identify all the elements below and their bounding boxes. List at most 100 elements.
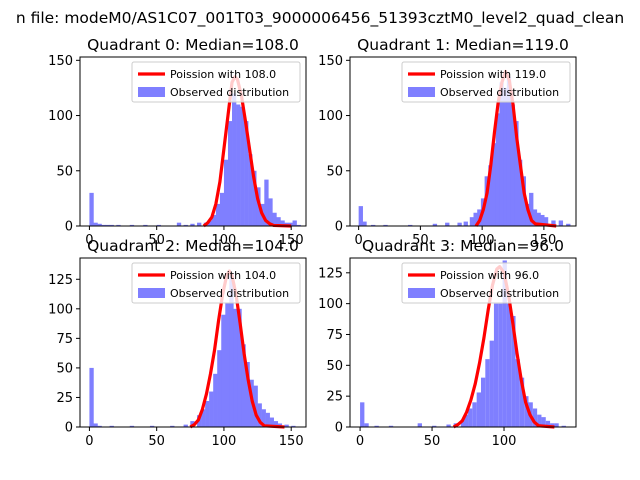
observed-histogram <box>89 93 301 226</box>
histogram-bar <box>89 367 94 427</box>
histogram-bar <box>545 420 551 427</box>
histogram-bar <box>476 392 481 427</box>
histogram-bar <box>358 206 363 226</box>
histogram-bar <box>432 223 438 226</box>
quadrant-3-panel: 0 50 100 0 25 50 75 100 125 Quadrant 3: Median=96… <box>318 237 577 449</box>
legend-observed-swatch <box>408 87 435 97</box>
histogram-bar <box>541 417 546 427</box>
histogram-bar <box>240 106 245 226</box>
legend-observed-swatch <box>138 87 165 97</box>
histogram-bar <box>109 224 114 226</box>
legend-box <box>401 61 571 103</box>
histogram-bar <box>457 222 462 226</box>
legend-observed-swatch <box>408 288 435 298</box>
x-tick-label: 150 <box>531 233 556 248</box>
x-tick-label: 50 <box>412 233 429 248</box>
legend-observed-swatch <box>138 288 165 298</box>
y-tick-label: 0 <box>335 220 343 235</box>
legend-poisson-label: Poission with 104.0 <box>170 269 276 282</box>
legend-box <box>131 262 301 304</box>
histogram-bar <box>213 373 218 427</box>
histogram-bar <box>217 350 222 427</box>
x-tick-label: 100 <box>470 233 495 248</box>
y-tick-label: 50 <box>326 359 343 374</box>
histogram-bar <box>543 217 549 226</box>
histogram-bar <box>197 222 202 226</box>
x-tick-label: 50 <box>148 233 165 248</box>
y-tick-label: 0 <box>335 421 343 436</box>
histogram-bar <box>93 222 98 226</box>
legend-observed-label: Observed distribution <box>440 287 559 300</box>
x-tick-label: 150 <box>279 233 304 248</box>
histogram-bar <box>554 423 559 427</box>
legend: Poission with 119.0 Observed distribution <box>401 61 571 103</box>
histogram-bar <box>524 396 529 427</box>
histogram-bar <box>229 273 234 427</box>
histogram-bar <box>219 192 225 226</box>
histogram-bar <box>280 220 285 226</box>
histogram-bar <box>109 425 114 427</box>
y-tick-label: 100 <box>318 109 343 124</box>
histogram-bar <box>284 424 289 427</box>
legend: Poission with 108.0 Observed distribution <box>131 61 301 103</box>
histogram-bar <box>97 223 102 226</box>
histogram-bar <box>445 222 450 226</box>
histogram-bar <box>432 425 437 427</box>
histogram-bar <box>468 408 473 427</box>
histogram-bar <box>276 217 281 226</box>
histogram-bar <box>498 303 503 427</box>
histogram-bar <box>227 121 233 226</box>
histogram-bar <box>506 76 512 226</box>
histogram-bar <box>540 214 545 226</box>
legend-poisson-label: Poission with 119.0 <box>440 68 546 81</box>
histogram-bar <box>492 143 497 226</box>
legend-poisson-label: Poission with 96.0 <box>440 269 539 282</box>
histogram-bar <box>495 113 501 226</box>
histogram-bar <box>236 104 241 226</box>
histogram-bar <box>521 176 526 226</box>
histogram-bar <box>536 212 541 226</box>
quadrant-1-panel: 0 50 100 150 0 50 100 150 Quadrant 1: Median=119… <box>318 36 577 248</box>
histogram-bar <box>241 344 246 427</box>
histogram-bar <box>488 165 493 226</box>
histogram-bar <box>460 419 466 427</box>
histogram-bar <box>190 223 195 226</box>
histogram-bar <box>232 93 237 226</box>
histogram-bar <box>292 220 297 226</box>
histogram-bar <box>143 224 148 226</box>
histogram-bar <box>149 425 155 427</box>
histogram-bar <box>408 224 413 226</box>
histogram-bar <box>245 362 250 427</box>
y-tick-label: 75 <box>326 328 343 343</box>
x-tick-label: 50 <box>424 434 441 449</box>
histogram-bar <box>101 224 106 226</box>
histogram-bar <box>252 170 257 226</box>
histogram-bar <box>558 220 564 226</box>
histogram-bar <box>525 203 530 226</box>
y-tick-label: 125 <box>318 266 343 281</box>
panel-title: Quadrant 2: Median=104.0 <box>87 237 299 255</box>
histogram-bar <box>215 203 221 226</box>
panel-title: Quadrant 0: Median=108.0 <box>87 36 299 54</box>
histogram-bar <box>264 179 269 226</box>
histogram-bar <box>211 214 217 226</box>
histogram-bar <box>209 391 214 427</box>
y-tick-label: 100 <box>48 302 73 317</box>
histogram-bar <box>561 425 566 427</box>
panel-title: Quadrant 3: Median=96.0 <box>362 237 564 255</box>
histogram-bar <box>510 104 515 226</box>
histogram-bar <box>463 414 469 427</box>
histogram-bar <box>261 409 266 427</box>
histogram-bar <box>129 425 135 427</box>
histogram-bar <box>383 224 388 226</box>
legend-observed-label: Observed distribution <box>440 86 559 99</box>
y-tick-label: 150 <box>48 54 73 69</box>
y-tick-label: 0 <box>65 421 73 436</box>
histogram-bar <box>362 221 367 226</box>
x-tick-label: 0 <box>85 434 93 449</box>
histogram-bar <box>532 209 538 226</box>
histogram-bar <box>469 217 475 226</box>
histogram-bar <box>537 414 542 427</box>
histogram-bar <box>360 402 365 427</box>
